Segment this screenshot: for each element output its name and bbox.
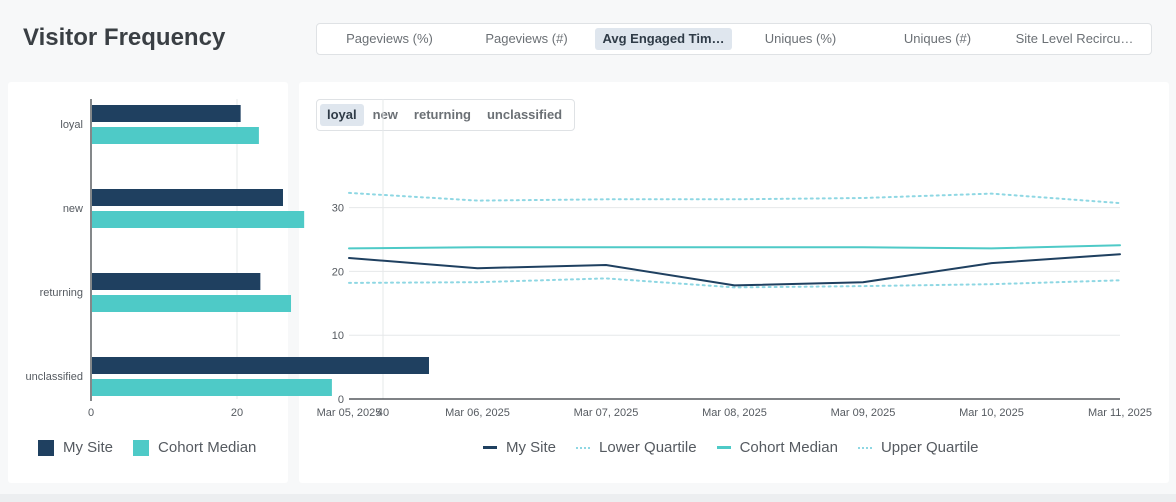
cohort-median-swatch (716, 446, 731, 449)
tab-avg-engaged-time[interactable]: Avg Engaged Tim… (595, 28, 732, 50)
my-site-swatch (483, 446, 497, 449)
page-title: Visitor Frequency (23, 24, 226, 51)
legend-item-upper-quartile[interactable]: Upper Quartile (857, 439, 979, 456)
tab-uniques-percent[interactable]: Uniques (%) (764, 31, 837, 46)
legend-item-cohort-median[interactable]: Cohort Median (133, 439, 256, 456)
tab-uniques-count[interactable]: Uniques (#) (903, 31, 972, 46)
segment-tab-bar: loyal new returning unclassified (316, 99, 576, 131)
tab-unclassified[interactable]: unclassified (486, 107, 563, 122)
legend-item-my-site[interactable]: My Site (38, 439, 113, 456)
tab-new[interactable]: new (372, 107, 398, 122)
tab-returning[interactable]: returning (413, 107, 471, 122)
tab-pageviews-percent[interactable]: Pageviews (%) (346, 31, 433, 46)
cohort-median-swatch (133, 439, 150, 456)
metric-tab-bar: Pageviews (%) Pageviews (#) Avg Engaged … (316, 23, 1152, 55)
bar-chart-legend: My Site Cohort Median (38, 439, 276, 456)
lower-quartile-swatch (576, 446, 591, 449)
upper-quartile-swatch (857, 446, 872, 449)
my-site-swatch (38, 439, 54, 456)
tab-site-level-recirculation[interactable]: Site Level Recircu… (1015, 31, 1134, 46)
line-chart-panel (299, 82, 1169, 483)
bottom-divider (0, 494, 1176, 502)
legend-item-my-site[interactable]: My Site (483, 439, 556, 456)
legend-label: Upper Quartile (880, 439, 979, 456)
legend-label: Lower Quartile (599, 439, 697, 456)
bar-chart-panel (8, 82, 288, 483)
legend-label: My Site (506, 439, 557, 456)
line-chart-legend: My Site Lower Quartile Cohort Median Upp… (483, 439, 999, 456)
legend-item-lower-quartile[interactable]: Lower Quartile (576, 439, 697, 456)
tab-pageviews-count[interactable]: Pageviews (#) (485, 31, 568, 46)
legend-label: Cohort Median (158, 439, 257, 456)
tab-loyal[interactable]: loyal (320, 104, 364, 126)
legend-label: Cohort Median (739, 439, 838, 456)
legend-item-cohort-median[interactable]: Cohort Median (716, 439, 838, 456)
legend-label: My Site (63, 439, 114, 456)
